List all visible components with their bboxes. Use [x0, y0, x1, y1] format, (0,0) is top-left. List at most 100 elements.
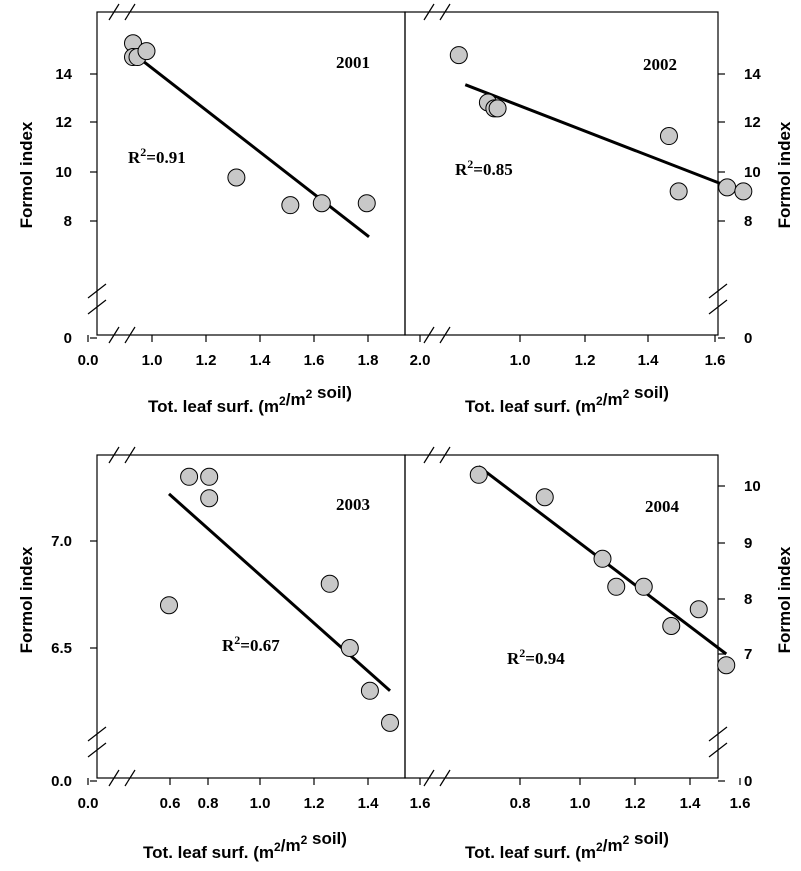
r2-label: R2=0.67	[222, 633, 280, 655]
plot-frame	[404, 11, 719, 336]
x-tick-label: 1.6	[705, 352, 726, 369]
data-point	[449, 46, 468, 65]
panel-title: 2003	[336, 495, 370, 514]
r2-label: R2=0.85	[455, 157, 513, 179]
axis-break-mark	[108, 769, 120, 787]
y-tick-label: 7	[744, 646, 752, 663]
data-point	[488, 99, 507, 118]
axis-break-mark	[124, 326, 136, 344]
regression-line	[464, 83, 731, 189]
data-point	[734, 182, 753, 201]
data-point	[312, 194, 331, 213]
axis-break-mark	[423, 769, 435, 787]
y-axis-label: Formol index	[17, 121, 36, 228]
x-axis-label: Tot. leaf surf. (m2/m2 soil)	[148, 383, 352, 416]
regression-line	[134, 53, 370, 238]
y-tick-label: 0.0	[51, 773, 72, 790]
axis-break-mark	[708, 726, 728, 742]
data-point	[381, 713, 399, 732]
data-point	[227, 168, 246, 187]
x-tick-label: 1.6	[730, 795, 751, 812]
y-tick-label: 8	[744, 591, 752, 608]
data-point	[360, 681, 379, 700]
x-axis-label: Tot. leaf surf. (m2/m2 soil)	[143, 829, 347, 862]
data-point	[160, 596, 178, 615]
panel-title: 2001	[336, 53, 370, 72]
regression-line	[168, 492, 391, 692]
x-tick-label: 0.0	[78, 352, 99, 369]
data-point	[659, 127, 678, 146]
axis-break-mark	[87, 283, 107, 299]
axis-break-mark	[708, 742, 728, 758]
x-tick-label: 1.2	[196, 352, 217, 369]
x-tick-label: 1.2	[304, 795, 325, 812]
panel-2003: 0.0 6.5 7.0 0.0 0.6 0.8 1.0 1.2 1.4 1.6 Tot. leaf …	[17, 446, 431, 862]
axis-break-mark	[423, 446, 435, 464]
y-tick-label: 0	[744, 330, 752, 347]
x-axis-label: Tot. leaf surf. (m2/m2 soil)	[465, 383, 669, 416]
y-tick-label: 10	[55, 164, 72, 181]
x-tick-label: 1.4	[250, 352, 272, 369]
y-tick-label: 6.5	[51, 640, 72, 657]
data-point	[718, 178, 737, 197]
y-tick-label: 0	[64, 330, 72, 347]
x-tick-label: 0.0	[78, 795, 99, 812]
axis-break-mark	[423, 326, 435, 344]
panel-2001: 0 8 10 12 14 0.0 1.0 1.2 1.4 1.6 1.8 2.0 Tot. leaf s…	[17, 3, 430, 416]
y-tick-label: 14	[55, 66, 72, 83]
y-tick-label: 10	[744, 478, 761, 495]
y-tick-label: 12	[55, 114, 72, 131]
axis-break-mark	[439, 769, 451, 787]
x-tick-label: 0.8	[198, 795, 219, 812]
data-point	[717, 656, 736, 675]
x-tick-label: 1.2	[575, 352, 596, 369]
axis-break-mark	[439, 446, 451, 464]
x-tick-label: 0.6	[160, 795, 181, 812]
x-tick-label: 0.8	[510, 795, 531, 812]
y-tick-label: 12	[744, 114, 761, 131]
x-tick-label: 1.0	[142, 352, 163, 369]
panel-title: 2002	[643, 55, 677, 74]
data-point	[535, 488, 554, 507]
x-tick-label: 1.0	[250, 795, 271, 812]
axis-break-mark	[423, 3, 435, 21]
y-tick-label: 8	[744, 213, 752, 230]
axis-break-mark	[87, 742, 107, 758]
y-tick-label: 8	[64, 213, 72, 230]
axis-break-mark	[87, 299, 107, 315]
axis-break-mark	[124, 446, 136, 464]
axis-break-mark	[124, 3, 136, 21]
data-point	[180, 467, 199, 486]
x-tick-label: 1.8	[358, 352, 379, 369]
x-tick-label: 1.6	[410, 795, 431, 812]
x-tick-label: 1.4	[680, 795, 702, 812]
axis-break-mark	[87, 726, 107, 742]
data-point	[669, 182, 688, 201]
data-point	[469, 465, 488, 484]
data-point	[634, 577, 653, 596]
r2-label: R2=0.91	[128, 145, 186, 167]
data-point	[137, 42, 156, 61]
axis-break-mark	[439, 3, 451, 21]
data-point	[593, 549, 612, 568]
data-point	[607, 577, 626, 596]
y-tick-label: 7.0	[51, 533, 72, 550]
x-tick-label: 1.0	[570, 795, 591, 812]
y-tick-label: 9	[744, 535, 752, 552]
data-point	[340, 639, 359, 657]
axis-break-mark	[108, 446, 120, 464]
x-tick-label: 1.2	[625, 795, 646, 812]
x-tick-label: 1.4	[638, 352, 660, 369]
x-tick-label: 1.4	[358, 795, 380, 812]
axis-break-mark	[439, 326, 451, 344]
axis-break-mark	[708, 283, 728, 299]
data-point	[689, 600, 708, 619]
data-point	[200, 489, 219, 508]
axis-break-mark	[124, 769, 136, 787]
data-point	[357, 194, 376, 213]
x-tick-label: 1.6	[304, 352, 325, 369]
x-axis-label: Tot. leaf surf. (m2/m2 soil)	[465, 829, 669, 862]
y-axis-label: Formol index	[17, 546, 36, 653]
r2-label: R2=0.94	[507, 646, 565, 668]
